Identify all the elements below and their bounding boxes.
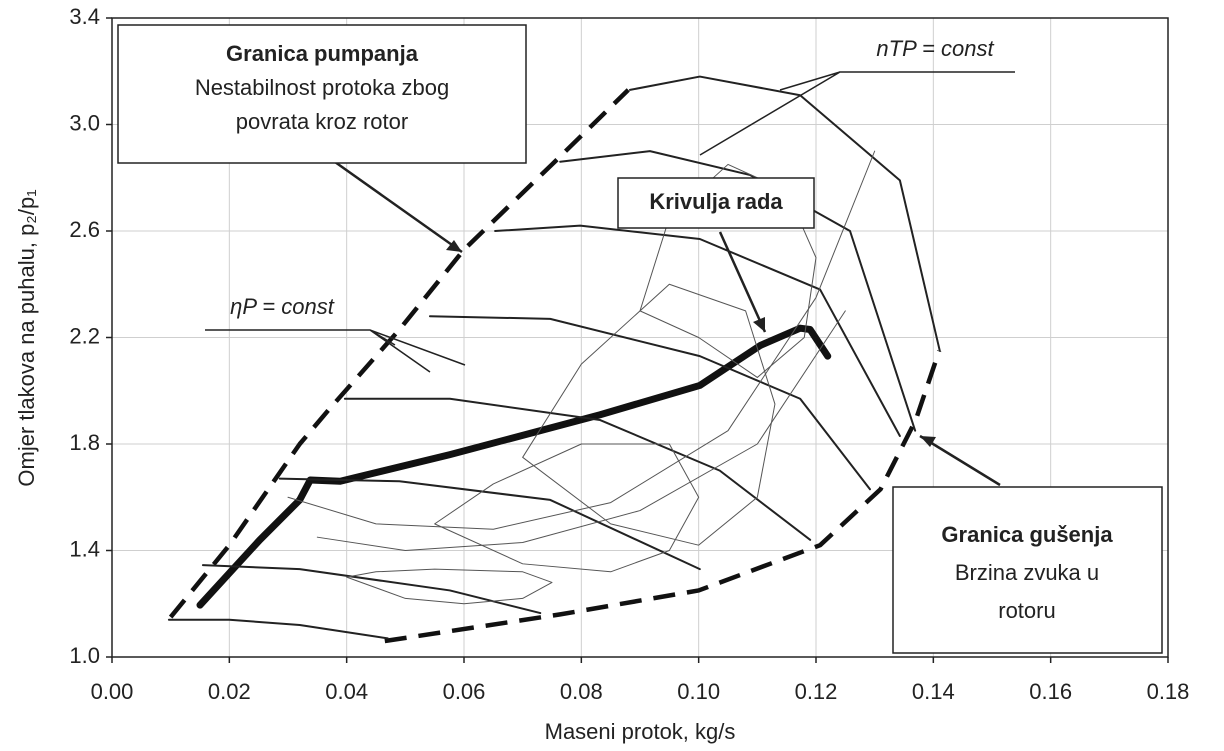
y-tick-label: 1.0 [69,643,100,668]
annotation: Granica gušenja [941,522,1113,547]
line-dashed [168,88,630,619]
arrows [205,71,1015,487]
annotation: Granica pumpanja [226,41,419,66]
line-thin [287,150,876,530]
line-dashed [384,350,942,644]
y-tick-label: 2.2 [69,323,100,348]
line-medium [494,224,901,438]
line-medium [167,618,389,640]
annotation: rotoru [998,598,1055,623]
y-tick-label: 1.4 [69,536,100,561]
line-medium [343,397,812,541]
y-axis-label: Omjer tlakova na puhalu, p₂/p₁ [14,189,39,486]
line-thin [434,443,700,573]
annotation: Brzina zvuka u [955,560,1099,585]
x-tick-label: 0.14 [912,679,955,704]
y-tick-label: 3.0 [69,110,100,135]
line-thin [522,283,776,546]
line-thick [196,324,832,609]
line-medium [278,477,701,571]
annotation: nTP = const [876,36,994,61]
x-tick-label: 0.06 [443,679,486,704]
plot-frame [111,17,1169,658]
x-tick-label: 0.04 [325,679,368,704]
x-axis-label: Maseni protok, kg/s [545,719,736,744]
annotation: Krivulja rada [649,189,783,214]
annotation-box [617,177,815,229]
y-tick-label: 2.6 [69,217,100,242]
annotation: Nestabilnost protoka zbog [195,75,449,100]
y-tick-label: 3.4 [69,4,100,29]
annotation-box [117,24,527,164]
x-tick-label: 0.16 [1029,679,1072,704]
x-tick-label: 0.08 [560,679,603,704]
annotation: povrata kroz rotor [236,109,408,134]
line-medium [201,564,542,615]
x-tick-label: 0.18 [1147,679,1190,704]
annotation: ηP = const [230,294,335,319]
line-thin [316,310,846,551]
y-tick-label: 1.8 [69,430,100,455]
annotation-box [892,486,1163,654]
x-tick-label: 0.10 [677,679,720,704]
line-medium [428,315,871,491]
x-tick-label: 0.12 [795,679,838,704]
x-tick-label: 0.00 [91,679,134,704]
x-tick-label: 0.02 [208,679,251,704]
line-thin [346,568,553,605]
